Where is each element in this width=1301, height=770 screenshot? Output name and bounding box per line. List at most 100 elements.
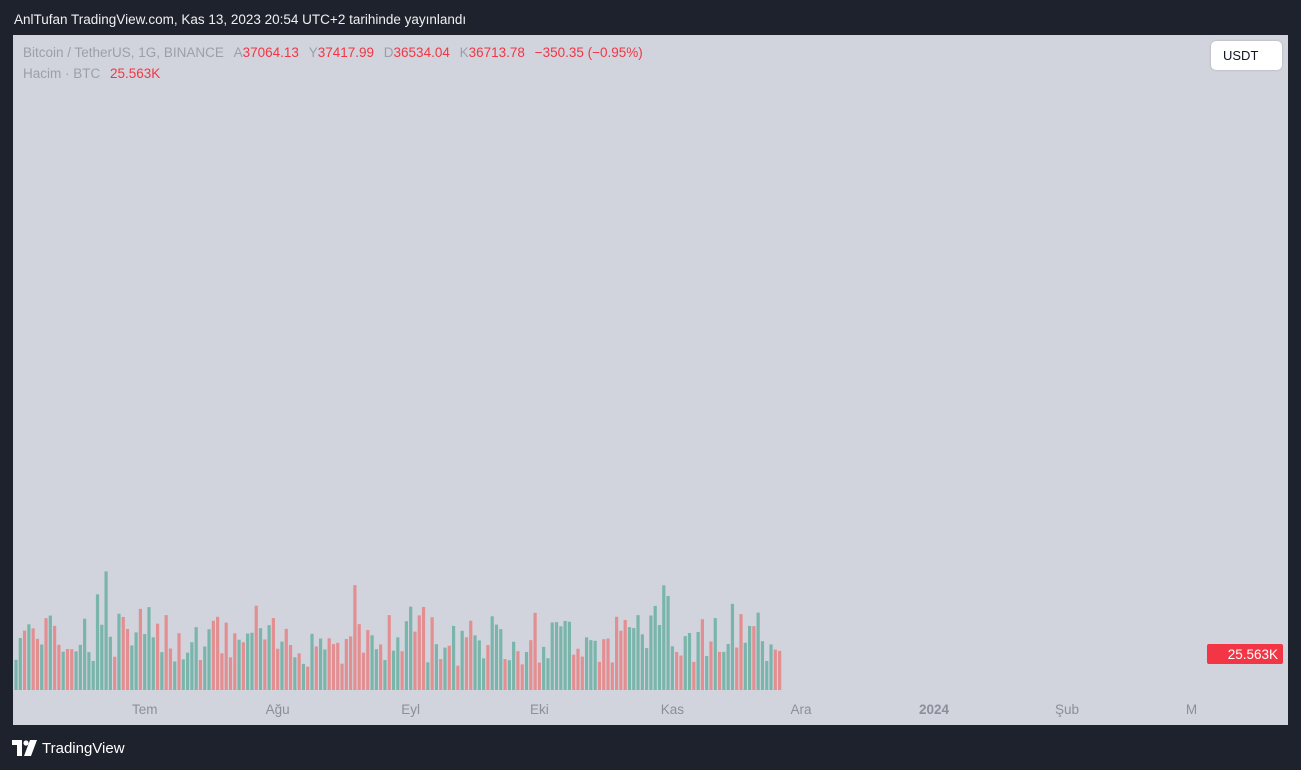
- volume-bar: [271, 618, 275, 690]
- volume-bar: [692, 661, 696, 690]
- volume-bar: [160, 652, 164, 690]
- volume-bar: [18, 638, 22, 690]
- chart-frame[interactable]: [13, 35, 1288, 725]
- volume-bar: [524, 652, 529, 690]
- volume-bar: [490, 616, 494, 690]
- volume-bar: [147, 607, 151, 690]
- volume-bar: [657, 624, 662, 690]
- volume-bar: [366, 630, 370, 690]
- volume-bar: [499, 629, 503, 690]
- volume-bar: [580, 656, 584, 690]
- ohlc-legend: Bitcoin / TetherUS, 1G, BINANCE A37064.1…: [23, 45, 643, 60]
- volume-bar: [203, 646, 207, 690]
- volume-bar: [653, 605, 657, 690]
- open-label: A: [233, 45, 243, 60]
- high-label: Y: [308, 45, 318, 60]
- volume-bar: [567, 621, 572, 690]
- volume-bar: [739, 614, 743, 690]
- volume-bar: [722, 651, 726, 690]
- volume-bar: [211, 620, 215, 690]
- volume-bar: [430, 617, 434, 690]
- volume-bar: [537, 662, 541, 690]
- volume-bar: [426, 662, 430, 690]
- volume-bar: [597, 661, 602, 690]
- volume-bar: [486, 645, 490, 690]
- volume-bar: [417, 615, 421, 690]
- volume-bar: [353, 585, 357, 690]
- volume-bar: [276, 648, 280, 690]
- volume-bar: [65, 648, 70, 690]
- volume-bar: [31, 628, 35, 690]
- volume-bar: [589, 640, 593, 690]
- volume-bar: [662, 585, 666, 690]
- volume-bar: [263, 639, 267, 690]
- volume-bar: [78, 644, 82, 690]
- volume-bar: [563, 620, 567, 690]
- volume-bar: [391, 650, 396, 690]
- volume-bar: [44, 618, 48, 690]
- volume-bar: [370, 635, 374, 690]
- tradingview-brand: TradingView: [42, 740, 125, 757]
- volume-bar: [198, 659, 203, 690]
- volume-bar: [220, 653, 224, 690]
- volume-bar: [520, 664, 524, 690]
- volume-bar: [696, 631, 700, 690]
- volume-bar: [177, 633, 181, 690]
- volume-bar: [87, 652, 91, 690]
- volume-bar: [143, 634, 147, 690]
- volume-bar: [374, 649, 378, 690]
- volume-bar: [104, 571, 108, 690]
- x-tick-label: M: [1186, 702, 1197, 717]
- volume-bar: [258, 628, 263, 690]
- volume-bar: [125, 628, 130, 690]
- open-value: 37064.13: [242, 45, 299, 60]
- volume-bar: [400, 651, 404, 690]
- volume-bar: [546, 658, 550, 690]
- volume-bar: [155, 623, 160, 690]
- volume-bar: [306, 666, 310, 690]
- volume-bar: [151, 637, 155, 690]
- volume-bar: [310, 633, 314, 690]
- volume-bar: [550, 622, 554, 690]
- low-value: 36534.04: [393, 45, 450, 60]
- volume-bar: [713, 618, 717, 690]
- volume-bar: [168, 648, 173, 690]
- volume-bar: [473, 635, 477, 690]
- volume-label[interactable]: Hacim · BTC: [23, 66, 101, 81]
- volume-bar: [130, 645, 134, 690]
- volume-bar: [679, 655, 683, 690]
- volume-bar: [503, 659, 507, 690]
- volume-bar: [606, 638, 610, 690]
- symbol-label[interactable]: Bitcoin / TetherUS, 1G, BINANCE: [23, 45, 224, 60]
- volume-legend: Hacim · BTC 25.563K: [23, 66, 160, 81]
- volume-bar: [705, 655, 709, 690]
- volume-bar: [22, 630, 27, 690]
- volume-bar: [636, 615, 640, 690]
- x-tick-label: Ara: [791, 702, 813, 717]
- volume-bar: [584, 637, 589, 690]
- volume-bar: [284, 628, 288, 690]
- volume-bar: [494, 624, 499, 690]
- volume-bar: [516, 651, 520, 690]
- volume-bar: [237, 639, 241, 690]
- volume-bar: [576, 648, 580, 690]
- x-tick-label: Eki: [530, 702, 549, 717]
- volume-bar: [344, 638, 348, 690]
- volume-bar: [529, 640, 533, 690]
- volume-bar: [27, 624, 31, 690]
- currency-unit-button[interactable]: USDT: [1211, 41, 1282, 70]
- volume-bar: [207, 629, 211, 690]
- publish-header: AnlTufan TradingView.com, Kas 13, 2023 2…: [0, 0, 1301, 36]
- volume-bar: [726, 643, 730, 690]
- volume-bar: [409, 606, 413, 690]
- x-tick-label: Ağu: [266, 702, 290, 717]
- volume-bar: [48, 615, 52, 690]
- volume-bar: [53, 625, 57, 690]
- volume-bar: [760, 641, 765, 690]
- volume-bar: [778, 650, 782, 690]
- price-tag-volume: [1207, 644, 1283, 664]
- volume-bar: [121, 616, 125, 690]
- volume-bar: [233, 633, 237, 690]
- price-tag-label: 25.563K: [1228, 647, 1278, 662]
